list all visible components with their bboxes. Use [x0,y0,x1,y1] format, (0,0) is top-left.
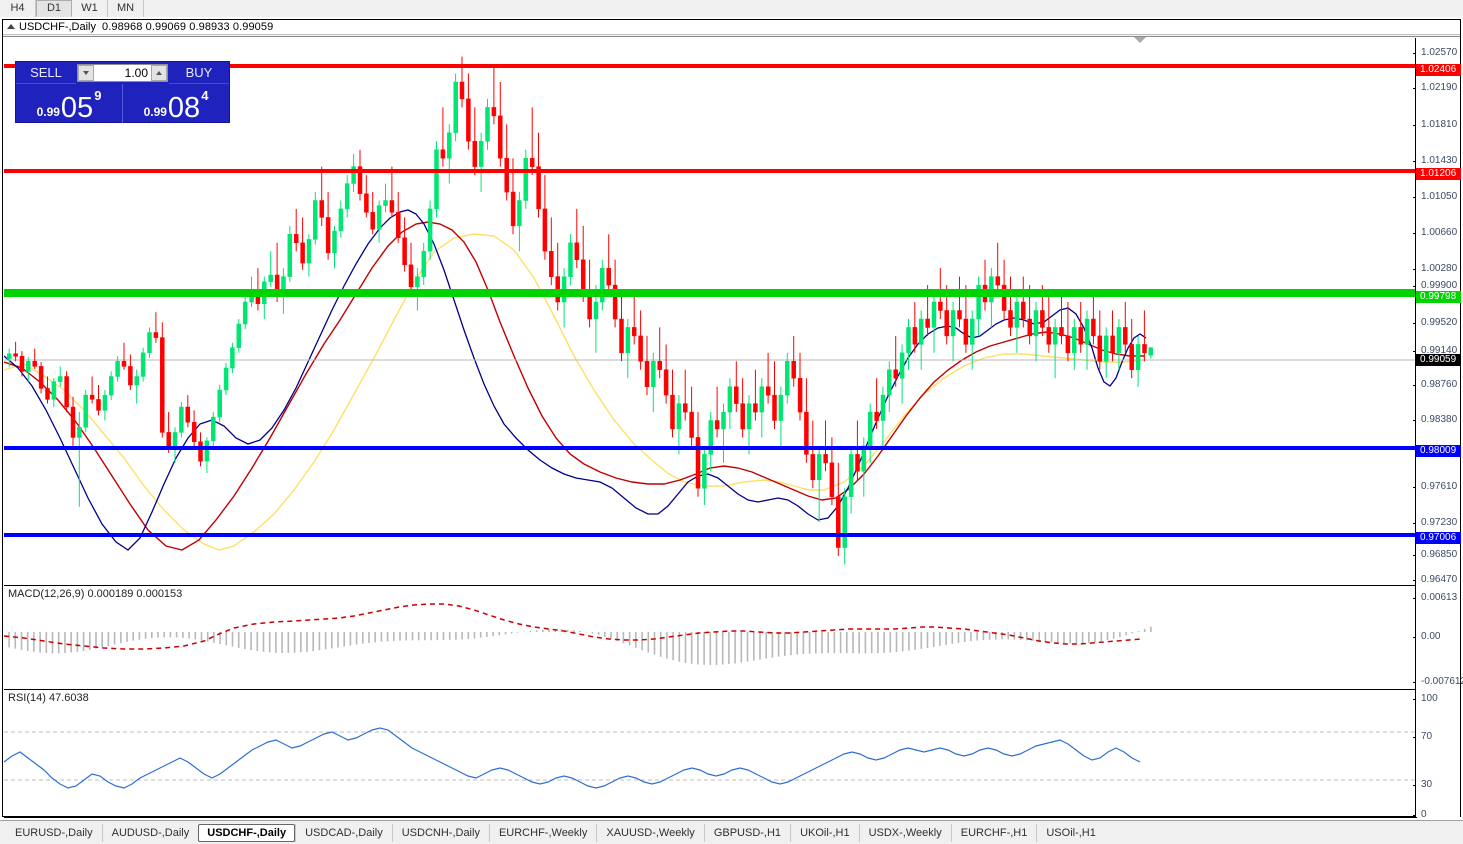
price-tick: 0.99140 [1413,345,1461,357]
sell-label: SELL [16,62,76,84]
chart-scroll-separator[interactable] [3,34,1460,37]
rsi-tick: 100 [1413,693,1461,705]
chart-tab-eurusd-daily[interactable]: EURUSD-,Daily [15,826,93,839]
buy-button[interactable]: 0.99 08 4 [122,84,229,123]
chart-tab-usdx-weekly[interactable]: USDX-,Weekly [858,823,951,842]
chart-title-bar: USDCHF-,Daily 0.98968 0.99069 0.98933 0.9… [3,20,1460,34]
price-tick: 0.97610 [1413,481,1461,493]
macd-label: MACD(12,26,9) 0.000189 0.000153 [8,588,183,600]
sell-price-prefix: 0.99 [36,105,60,119]
chart-tab-audusd-daily[interactable]: AUDUSD-,Daily [101,823,199,842]
macd-tick: 0.00 [1413,631,1461,643]
rsi-label: RSI(14) 47.6038 [8,692,89,704]
chart-tab-ukoil-h1[interactable]: UKOil-,H1 [790,823,859,842]
price-tick: 0.99520 [1413,317,1461,329]
sell-price-sup: 9 [94,88,102,103]
level-tag-support-lower[interactable]: 0.97006 [1416,532,1461,544]
price-tick: 1.02570 [1413,47,1461,59]
rsi-chart-canvas [4,727,1417,789]
chart-ohlc-values: 0.98968 0.99069 0.98933 0.99059 [102,21,274,33]
chart-tab-eurchf-weekly[interactable]: EURCHF-,Weekly [488,823,596,842]
level-line-resistance-upper[interactable] [4,64,1417,68]
buy-price-sup: 4 [201,88,209,103]
level-line-resistance-lower[interactable] [4,169,1417,173]
chart-tab-gbpusd-h1[interactable]: GBPUSD-,H1 [703,823,790,842]
rsi-pane[interactable]: RSI(14) 47.6038 [4,689,1417,817]
price-tick: 0.99900 [1413,280,1461,292]
chart-tab-usdcnh-daily[interactable]: USDCNH-,Daily [391,823,489,842]
price-tick: 0.96850 [1413,549,1461,561]
price-tick: 1.02190 [1413,82,1461,94]
chart-symbol-label: USDCHF-,Daily [19,21,96,33]
chart-tab-usoil-h1[interactable]: USOil-,H1 [1036,823,1105,842]
level-line-pivot[interactable] [4,289,1417,297]
rsi-tick: 30 [1413,779,1461,791]
volume-decrease-icon[interactable] [78,65,94,81]
volume-input[interactable]: 1.00 [94,65,151,81]
level-tag-support-upper[interactable]: 0.98009 [1416,445,1461,457]
rsi-bands [4,731,1417,781]
one-click-trading-panel[interactable]: SELL 1.00 BUY 0.99 05 9 0.99 08 4 [15,61,230,123]
sell-button[interactable]: 0.99 05 9 [16,84,122,123]
chevron-down-icon[interactable] [1134,37,1146,43]
buy-price-big: 08 [167,92,201,124]
timeframe-h4[interactable]: H4 [0,0,36,17]
trade-panel-header: SELL 1.00 BUY [16,62,229,84]
macd-tick: -0.007612 [1413,676,1463,688]
macd-signal-line [4,603,1143,650]
chart-tab-eurchf-h1[interactable]: EURCHF-,H1 [950,823,1037,842]
volume-increase-icon[interactable] [151,65,167,81]
price-tick: 1.00660 [1413,227,1461,239]
price-tick: 1.01810 [1413,119,1461,131]
price-tick: 1.01430 [1413,155,1461,167]
rsi-line [4,727,1141,789]
macd-histogram [8,626,1152,665]
price-scale[interactable]: 1.02570 1.02190 1.01810 1.01430 1.01050 … [1413,38,1463,820]
price-tick: 0.97230 [1413,517,1461,529]
buy-price-prefix: 0.99 [143,105,167,119]
macd-pane[interactable]: MACD(12,26,9) 0.000189 0.000153 [4,585,1417,687]
timeframe-toolbar: H4 D1 W1 MN [0,0,1463,17]
price-tick: 0.98380 [1413,414,1461,426]
timeframe-mn[interactable]: MN [108,0,144,17]
level-tag-pivot[interactable]: 0.99798 [1416,291,1461,303]
current-price-tag: 0.99059 [1416,354,1461,366]
moving-average-mid [4,221,1144,551]
trade-panel-prices: 0.99 05 9 0.99 08 4 [16,84,229,123]
level-line-support-upper[interactable] [4,446,1417,450]
price-tick: 0.96470 [1413,574,1461,586]
sell-price-big: 05 [60,92,94,124]
chart-window: USDCHF-,Daily 0.98968 0.99069 0.98933 0.9… [2,19,1463,831]
chart-tab-bar: EURUSD-,Daily AUDUSD-,Daily USDCHF-,Dail… [0,820,1463,844]
level-line-support-lower[interactable] [4,533,1417,537]
macd-chart-canvas [4,603,1152,665]
moving-average-slow [4,233,1145,551]
macd-tick: 0.00613 [1413,592,1461,604]
buy-label: BUY [169,62,229,84]
moving-average-fast [4,209,1147,551]
toolbar-empty-area [144,0,1463,17]
collapse-triangle-icon[interactable] [7,23,15,29]
level-tag-resistance-upper[interactable]: 1.02406 [1416,64,1461,76]
rsi-tick: 70 [1413,731,1461,743]
level-tag-resistance-lower[interactable]: 1.01206 [1416,168,1461,180]
rsi-tick: 0 [1413,809,1461,821]
chart-tab-usdchf-daily[interactable]: USDCHF-,Daily [198,823,296,842]
chart-tab-xauusd-weekly[interactable]: XAUUSD-,Weekly [596,823,703,842]
chart-tab-usdcad-daily[interactable]: USDCAD-,Daily [295,823,392,842]
price-tick: 0.98760 [1413,379,1461,391]
timeframe-w1[interactable]: W1 [72,0,108,17]
price-tick: 1.01050 [1413,191,1461,203]
price-tick: 1.00280 [1413,263,1461,275]
timeframe-d1[interactable]: D1 [36,0,72,17]
volume-stepper[interactable]: 1.00 [77,64,168,82]
